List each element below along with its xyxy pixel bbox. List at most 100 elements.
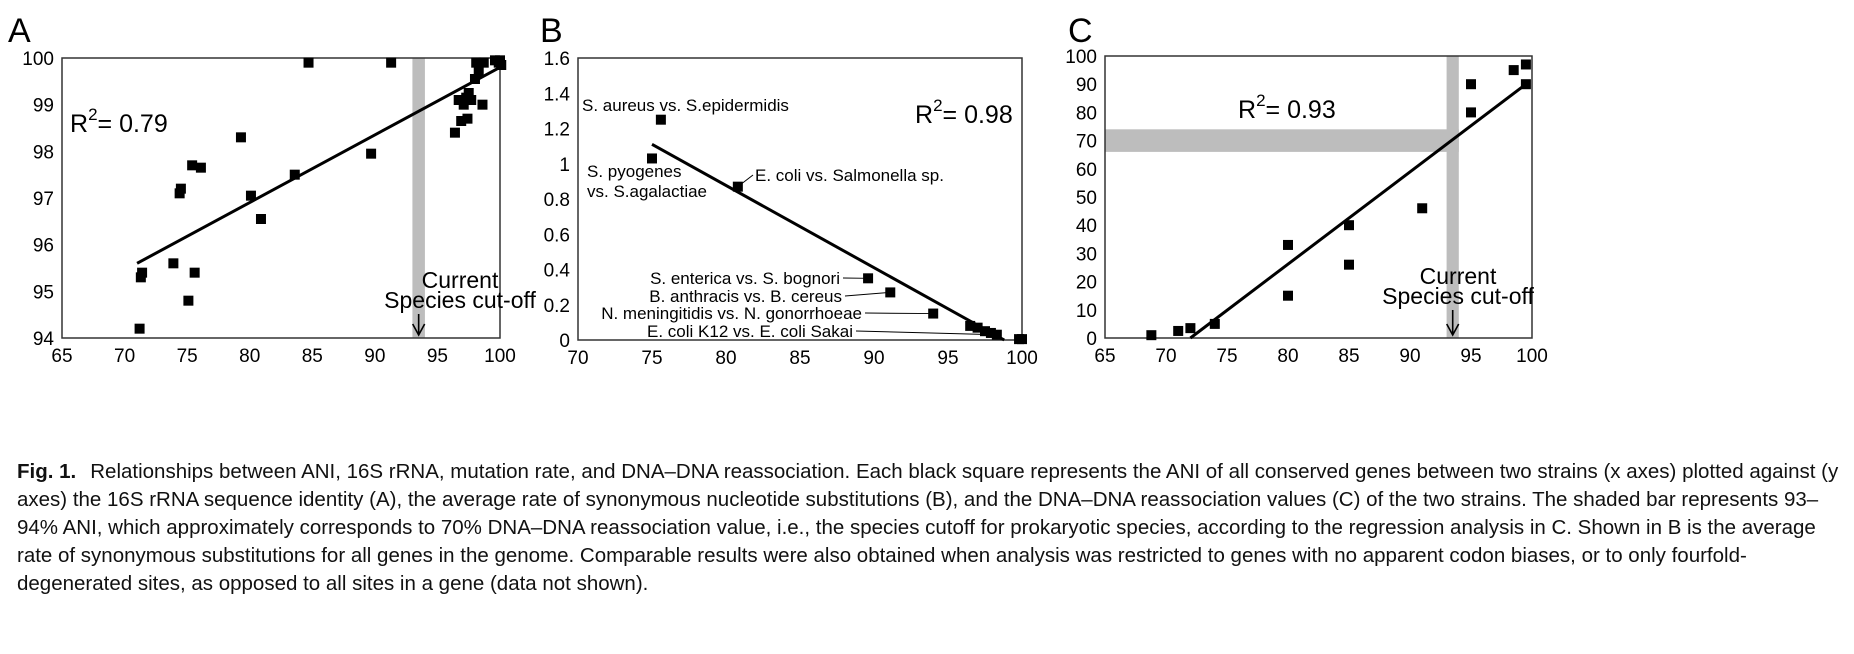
x-tick-label: 90 — [863, 348, 884, 369]
y-tick-label: 30 — [1076, 244, 1097, 265]
y-tick-label: 97 — [33, 189, 54, 210]
y-tick-label: 70 — [1076, 132, 1097, 153]
data-point — [453, 95, 464, 105]
x-tick-label: 100 — [1006, 348, 1038, 369]
x-tick-label: 90 — [364, 346, 385, 367]
data-point — [137, 267, 148, 278]
data-point — [655, 114, 666, 125]
data-point — [473, 67, 484, 77]
y-tick-label: 20 — [1076, 273, 1097, 294]
data-point — [187, 160, 198, 171]
y-tick-label: 100 — [1065, 47, 1097, 68]
data-point — [1283, 290, 1293, 301]
data-point — [469, 74, 480, 84]
r-squared-label: R2= 0.98 — [915, 96, 1013, 129]
data-point — [1466, 79, 1476, 90]
x-tick-label: 95 — [427, 346, 448, 367]
data-point — [386, 57, 397, 68]
data-point — [463, 88, 474, 98]
x-tick-label: 80 — [1277, 346, 1298, 367]
data-point — [1520, 59, 1531, 70]
data-point — [303, 57, 314, 68]
panel-b: 70 75 80 85 90 95 100 0 0.2 0.4 0.6 0.8 1 1.2 1.4 1.6B R… — [540, 12, 1038, 369]
data-point — [462, 113, 473, 124]
x-tick-label: 75 — [641, 348, 662, 369]
annotation-label: S. pyogenes vs. S.agalactiae — [587, 162, 707, 201]
cutoff-label-line1: Current — [1420, 263, 1497, 289]
plot-frame — [61, 57, 501, 339]
y-tick-label: 99 — [33, 96, 54, 117]
y-tick-label: 1.4 — [544, 84, 571, 105]
data-point — [1017, 334, 1027, 345]
data-point — [456, 116, 467, 126]
y-tick-label: 94 — [33, 329, 55, 350]
x-tick-label: 75 — [177, 346, 198, 367]
data-point — [366, 148, 377, 159]
x-tick-label: 100 — [484, 346, 516, 367]
regression-line — [136, 66, 501, 265]
x-tick-label: 95 — [937, 348, 958, 369]
y-tick-label: 50 — [1076, 188, 1097, 209]
data-point — [1344, 259, 1354, 270]
x-tick-label: 90 — [1399, 346, 1420, 367]
annotation-label: B. anthracis vs. B. cereus — [649, 287, 842, 306]
y-tick-label: 90 — [1076, 75, 1097, 96]
y-tick-label: 60 — [1076, 160, 1097, 181]
data-point — [245, 190, 256, 201]
cutoff-arrow-head — [1445, 323, 1460, 337]
annotation-leader — [864, 312, 934, 315]
annotation-label: E. coli vs. Salmonella sp. — [755, 166, 944, 185]
y-tick-label: 80 — [1076, 103, 1097, 124]
data-point — [466, 95, 477, 105]
x-tick-label: 70 — [567, 348, 588, 369]
x-tick-label: 65 — [1094, 346, 1115, 367]
data-point — [1185, 323, 1196, 334]
data-point — [1508, 65, 1519, 76]
x-tick-label: 100 — [1516, 346, 1548, 367]
r-squared-label: R2= 0.79 — [70, 105, 168, 138]
data-point — [458, 99, 469, 110]
y-tick-label: 0.4 — [544, 261, 571, 282]
data-point — [1209, 318, 1220, 329]
data-point — [985, 327, 996, 338]
regression-line — [1189, 83, 1527, 340]
cutoff-label-line2: Species cut-off — [384, 287, 536, 313]
data-point — [972, 322, 983, 333]
y-tick-label: 1 — [559, 155, 570, 176]
y-tick-label: 0 — [1086, 329, 1097, 350]
data-point — [1283, 239, 1293, 250]
shaded-cutoff-bar — [1446, 56, 1459, 338]
panel-c: 65 70 75 80 85 90 95 1000102030405060708090100C… — [1065, 12, 1548, 367]
panel-letter: A — [8, 12, 31, 50]
x-tick-label: 80 — [239, 346, 260, 367]
data-point — [1417, 203, 1428, 214]
y-tick-label: 0.8 — [544, 190, 570, 211]
x-tick-label: 75 — [1216, 346, 1237, 367]
data-point — [189, 267, 200, 278]
y-tick-label: 0 — [559, 331, 570, 352]
y-tick-label: 1.2 — [544, 120, 570, 141]
cutoff-label-line2: Species cut-off — [1382, 283, 1534, 309]
y-tick-label: 96 — [33, 236, 54, 257]
r-squared-label: R2= 0.93 — [1238, 91, 1336, 124]
y-tick-label: 1.6 — [544, 49, 570, 70]
y-tick-label: 40 — [1076, 216, 1097, 237]
cutoff-arrow-head — [411, 323, 426, 337]
data-point — [1173, 325, 1184, 336]
data-point — [471, 57, 482, 68]
data-point — [478, 57, 489, 68]
x-tick-label: 65 — [51, 346, 72, 367]
figure-caption: Fig. 1. Relationships between ANI, 16S rR… — [17, 458, 1839, 598]
x-tick-label: 80 — [715, 348, 736, 369]
x-tick-label: 85 — [302, 346, 323, 367]
annotation-label: N. meningitidis vs. N. gonorrhoeae — [601, 304, 862, 323]
data-point — [449, 127, 460, 138]
y-tick-label: 98 — [33, 142, 54, 163]
annotation-leader — [737, 174, 754, 188]
shaded-cutoff-bar — [412, 58, 425, 338]
caption-text: Relationships between ANI, 16S rRNA, mut… — [17, 460, 1839, 595]
annotation-leader — [844, 291, 891, 297]
annotation-leader — [855, 330, 997, 336]
data-point — [134, 323, 145, 334]
